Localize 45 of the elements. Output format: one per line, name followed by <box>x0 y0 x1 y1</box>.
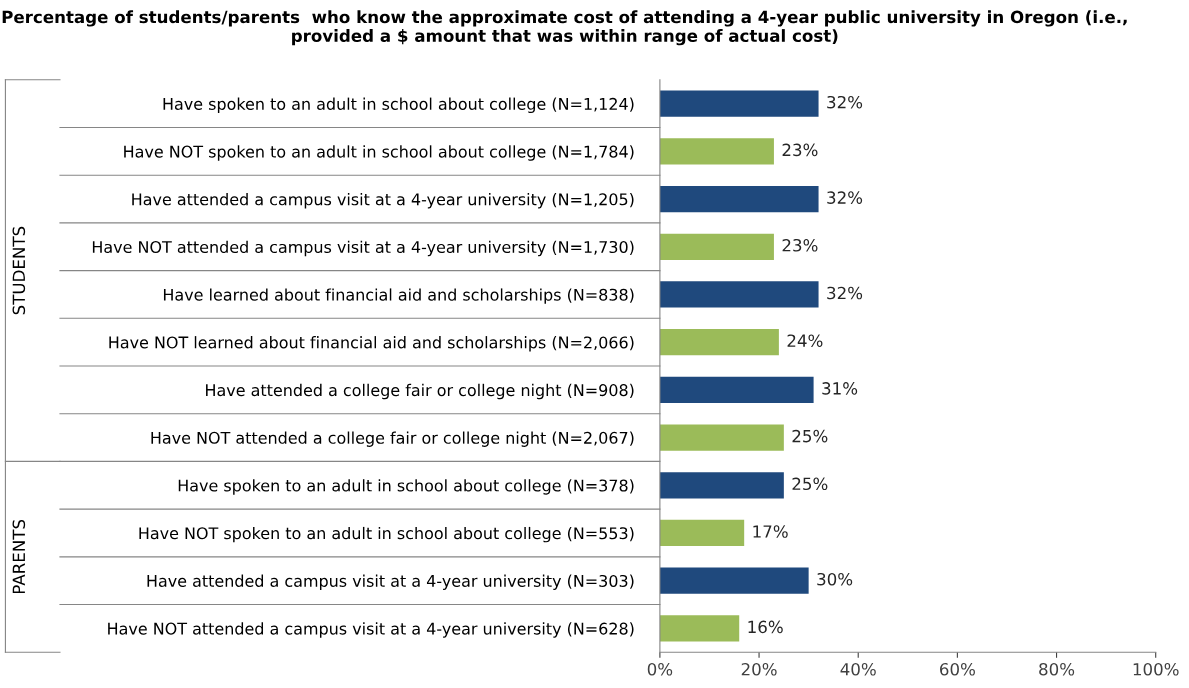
data-label: 16% <box>748 620 783 634</box>
bar <box>659 376 814 403</box>
y-tick-label: Have learned about financial aid and scholarships (N=838) <box>163 288 634 304</box>
x-tick-label: 80% <box>1039 662 1075 676</box>
chart-title: Percentage of students/parents who know the approximate cost of attending a 4-year public university in Oregon (i.e., provided a $ amount that was within range of actual cost) <box>2 10 1127 46</box>
y-tick-label: Have spoken to an adult in school about college (N=378) <box>178 479 634 495</box>
data-label: 25% <box>792 429 828 443</box>
data-label: 24% <box>787 334 823 347</box>
bar <box>659 519 745 547</box>
data-label: 30% <box>817 572 853 586</box>
x-tick-label: 60% <box>940 662 975 676</box>
bar <box>659 90 819 117</box>
bar <box>659 567 809 594</box>
data-label: 31% <box>822 382 858 395</box>
x-tick-label: 20% <box>741 662 777 676</box>
x-tick-label: 100% <box>1133 662 1179 676</box>
data-label: 17% <box>753 525 788 538</box>
y-tick-label: Have attended a college fair or college night (N=908) <box>206 383 634 400</box>
data-label: 23% <box>782 143 818 157</box>
y-tick-label: Have NOT learned about financial aid and scholarships (N=2,066) <box>109 336 634 352</box>
data-label: 32% <box>827 95 863 109</box>
text: PARENTS <box>12 519 26 594</box>
x-tick-label: 40% <box>840 662 876 676</box>
y-tick-label: Have NOT attended a college fair or college night (N=2,067) <box>151 431 634 447</box>
data-label: 32% <box>827 191 863 204</box>
data-label: 25% <box>792 477 828 491</box>
y-tick-label: Have NOT attended a campus visit at a 4-year university (N=1,730) <box>92 240 634 257</box>
y-tick-label: Have NOT spoken to an adult in school about college (N=553) <box>139 526 634 543</box>
y-tick-label: Have NOT spoken to an adult in school about college (N=1,784) <box>124 145 634 161</box>
data-label: 23% <box>782 238 818 252</box>
bar <box>659 472 784 499</box>
y-tick-label: Have spoken to an adult in school about college (N=1,124) <box>163 97 634 114</box>
bar <box>659 185 819 213</box>
x-tick-label: 0% <box>647 662 673 676</box>
y-tick-label: Have NOT attended a campus visit at a 4-year university (N=628) <box>108 622 634 638</box>
bar <box>659 615 740 642</box>
bar <box>659 281 819 308</box>
text: STUDENTS <box>12 226 26 315</box>
y-tick-label: Have attended a campus visit at a 4-year university (N=303) <box>147 574 634 591</box>
bar <box>659 233 774 260</box>
bar <box>659 138 774 165</box>
bar <box>659 329 779 356</box>
bar <box>659 424 784 451</box>
y-tick-label: Have attended a campus visit at a 4-year university (N=1,205) <box>132 192 634 209</box>
data-label: 32% <box>827 286 863 300</box>
